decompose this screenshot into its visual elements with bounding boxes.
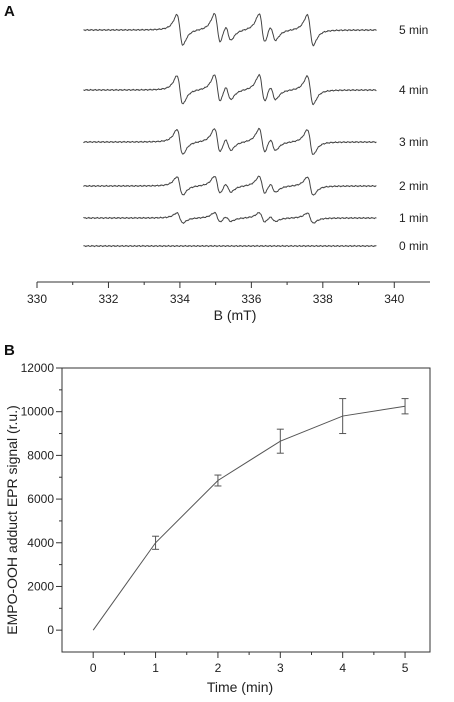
panel-b-y-axis-label: EMPO-OOH adduct EPR signal (r.u.) <box>4 405 20 635</box>
kinetics-panel: 0 1 2 3 4 5 0 2000 4000 6000 8000 10000 12000 <box>21 361 431 675</box>
panel-a-x-axis-label: B (mT) <box>214 307 257 323</box>
spectrum-trace <box>83 127 377 155</box>
panel-a-x-tick-label: 340 <box>384 292 404 306</box>
panel-b-x-tick-label: 4 <box>339 661 346 675</box>
signal-curve <box>92 405 406 631</box>
panel-b-y-tick-label: 2000 <box>27 579 54 593</box>
panel-b-plot-frame <box>61 367 431 653</box>
spectrum-label: 1 min <box>399 211 428 225</box>
panel-b-x-axis-label: Time (min) <box>207 679 273 695</box>
panel-a-x-tick-label: 334 <box>170 292 190 306</box>
panel-a-x-tick-label: 338 <box>313 292 333 306</box>
panel-b-y-tick-label: 6000 <box>27 492 54 506</box>
panel-b-x-tick-label: 5 <box>402 661 409 675</box>
panel-b-y-tick-label: 0 <box>47 623 54 637</box>
spectrum-trace <box>83 175 377 196</box>
spectrum-trace <box>83 211 377 225</box>
panel-a-x-tick-label: 332 <box>98 292 118 306</box>
panel-b-label: B <box>4 342 15 359</box>
panel-b-y-tick-label: 4000 <box>27 536 54 550</box>
spectrum-trace <box>83 244 377 248</box>
panel-b-x-tick-label: 1 <box>152 661 159 675</box>
panel-b-x-tick-label: 3 <box>277 661 284 675</box>
spectrum-trace <box>83 73 377 106</box>
spectrum-label: 4 min <box>399 83 428 97</box>
panel-a-label: A <box>4 3 15 20</box>
spectrum-trace <box>83 12 377 47</box>
spectrum-label: 2 min <box>399 179 428 193</box>
panel-b-y-tick-label: 12000 <box>21 361 55 375</box>
panel-b-y-tick-label: 8000 <box>27 448 54 462</box>
spectrum-label: 0 min <box>399 239 428 253</box>
panel-a-x-tick-label: 330 <box>27 292 47 306</box>
panel-b-y-tick-label: 10000 <box>21 405 55 419</box>
panel-b-x-tick-label: 2 <box>215 661 222 675</box>
epr-spectra-panel: 330 332 334 336 338 340 5 min 4 min 3 min 2 min 1 … <box>27 12 430 306</box>
spectrum-label: 3 min <box>399 135 428 149</box>
panel-b-x-tick-label: 0 <box>90 661 97 675</box>
spectrum-label: 5 min <box>399 23 428 37</box>
panel-a-x-tick-label: 336 <box>241 292 261 306</box>
